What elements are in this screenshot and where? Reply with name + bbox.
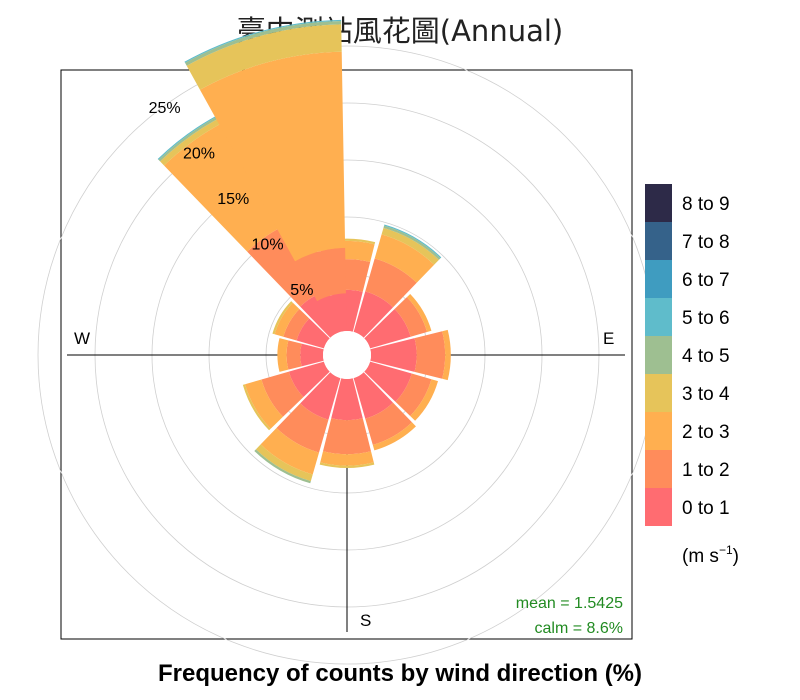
compass-label-s: S bbox=[360, 611, 371, 630]
wind-bar-60-2 bbox=[394, 297, 428, 337]
radial-tick-labels: 5% 10% 15% 20% 25% bbox=[149, 100, 314, 299]
legend-swatch bbox=[645, 374, 672, 412]
legend-swatch bbox=[645, 336, 672, 374]
legend-label: 3 to 4 bbox=[682, 384, 730, 405]
wind-bar-300-4 bbox=[272, 301, 293, 335]
wind-bar-60-3 bbox=[406, 293, 432, 333]
wind-bar-345-2 bbox=[295, 247, 346, 302]
legend-swatch bbox=[645, 488, 672, 526]
legend-swatch bbox=[645, 298, 672, 336]
wind-bar-270-2 bbox=[286, 340, 302, 370]
mean-annotation: mean = 1.5425 bbox=[516, 595, 623, 612]
legend-label: 2 to 3 bbox=[682, 422, 730, 443]
wind-bar-240-4 bbox=[242, 384, 271, 431]
wind-bar-210-4 bbox=[255, 444, 313, 482]
radial-tick-5: 5% bbox=[290, 282, 313, 299]
wind-bar-30-5 bbox=[383, 225, 441, 260]
wind-bar-240-2 bbox=[261, 371, 304, 417]
legend-swatch bbox=[645, 260, 672, 298]
legend-label: 1 to 2 bbox=[682, 460, 730, 481]
wind-bar-90-2 bbox=[414, 331, 446, 379]
wind-bar-345-4 bbox=[186, 24, 342, 90]
wind-bar-90-1 bbox=[370, 338, 417, 372]
legend-label: 6 to 7 bbox=[682, 270, 730, 291]
wind-bar-30-1 bbox=[353, 291, 393, 338]
legend-swatch bbox=[645, 412, 672, 450]
wind-bar-90-3 bbox=[442, 329, 451, 381]
wind-bar-120-1 bbox=[364, 361, 412, 402]
wind-bar-300-3 bbox=[274, 302, 300, 337]
wind-bar-345-3 bbox=[199, 51, 346, 262]
wind-bar-150-2 bbox=[365, 402, 412, 445]
wind-bar-60-1 bbox=[364, 309, 411, 349]
wind-bar-30-3 bbox=[374, 234, 435, 283]
legend-units: (m s−1) bbox=[682, 543, 739, 567]
wind-bar-300-2 bbox=[283, 309, 310, 341]
wind-bar-270-3 bbox=[277, 338, 289, 372]
wind-bar-180-2 bbox=[322, 418, 372, 455]
legend-label: 8 to 9 bbox=[682, 194, 730, 215]
wind-bar-240-3 bbox=[245, 379, 283, 429]
legend-swatch bbox=[645, 184, 672, 222]
wind-bar-345-1 bbox=[317, 293, 347, 335]
wind-bar-30-2 bbox=[365, 258, 417, 308]
wind-bar-180-1 bbox=[331, 378, 363, 421]
legend-label: 5 to 6 bbox=[682, 308, 730, 329]
wind-bar-30-4 bbox=[381, 227, 439, 265]
chart-caption: Frequency of counts by wind direction (%… bbox=[157, 660, 643, 687]
legend: 8 to 9 7 to 8 6 to 7 5 to 6 4 to 5 3 to 4 2 to… bbox=[645, 184, 730, 526]
legend-label: 7 to 8 bbox=[682, 232, 730, 253]
wind-bars bbox=[157, 19, 451, 484]
radial-tick-15: 15% bbox=[217, 191, 249, 208]
radial-tick-25: 25% bbox=[149, 100, 181, 117]
wind-bar-180-4 bbox=[319, 462, 375, 468]
wind-bar-120-2 bbox=[395, 373, 432, 417]
legend-swatch bbox=[645, 450, 672, 488]
calm-annotation: calm = 8.6% bbox=[535, 620, 623, 637]
legend-label: 4 to 5 bbox=[682, 346, 730, 367]
wind-bar-240-1 bbox=[288, 361, 330, 398]
wind-bar-210-5 bbox=[254, 449, 311, 484]
wind-bar-120-3 bbox=[410, 379, 439, 421]
compass-label-w: W bbox=[74, 329, 90, 348]
wind-bar-180-3 bbox=[320, 451, 374, 466]
wind-bar-300-1 bbox=[296, 318, 330, 349]
calm-hole bbox=[323, 331, 371, 379]
radial-tick-20: 20% bbox=[183, 146, 215, 163]
wind-bar-210-1 bbox=[300, 372, 341, 420]
wind-bar-150-1 bbox=[353, 372, 393, 419]
wind-bar-270-1 bbox=[300, 343, 324, 367]
wind-bar-210-3 bbox=[260, 428, 320, 475]
compass-label-e: E bbox=[603, 329, 614, 348]
legend-swatch bbox=[645, 222, 672, 260]
legend-label: 0 to 1 bbox=[682, 498, 730, 519]
wind-bar-210-2 bbox=[276, 403, 329, 453]
radial-tick-10: 10% bbox=[252, 237, 284, 254]
wind-bar-150-3 bbox=[372, 422, 416, 451]
